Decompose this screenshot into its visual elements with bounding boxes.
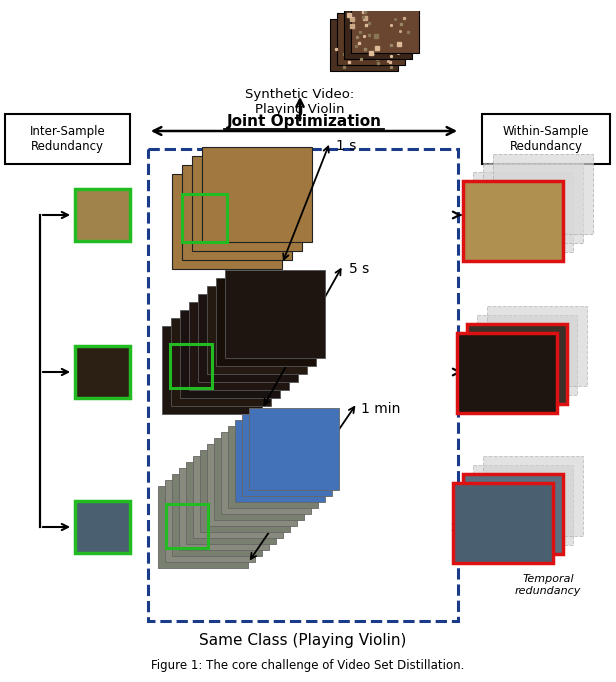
- Bar: [158, 486, 248, 568]
- Bar: [482, 114, 610, 164]
- Bar: [170, 344, 212, 388]
- Text: Inter-Sample
Redundancy: Inter-Sample Redundancy: [30, 125, 105, 153]
- Bar: [182, 165, 292, 260]
- Bar: [463, 181, 563, 261]
- Bar: [463, 181, 563, 261]
- Bar: [228, 426, 318, 508]
- Bar: [225, 270, 325, 358]
- Bar: [207, 286, 307, 374]
- Bar: [214, 438, 304, 520]
- Bar: [337, 13, 405, 65]
- Bar: [189, 302, 289, 390]
- Text: Within-Sample
Redundancy: Within-Sample Redundancy: [503, 125, 590, 153]
- Text: Same Class (Playing Violin): Same Class (Playing Violin): [200, 633, 407, 648]
- Bar: [463, 474, 563, 554]
- Text: 5 s: 5 s: [349, 262, 369, 276]
- Bar: [75, 346, 130, 398]
- Bar: [193, 456, 283, 538]
- Bar: [182, 194, 227, 242]
- Bar: [493, 154, 593, 234]
- Bar: [172, 174, 282, 269]
- Bar: [453, 483, 553, 563]
- Bar: [180, 310, 280, 398]
- Bar: [216, 278, 316, 366]
- Bar: [166, 504, 208, 548]
- Bar: [467, 324, 567, 404]
- Bar: [200, 450, 290, 532]
- Bar: [467, 324, 567, 404]
- Bar: [330, 19, 398, 71]
- Bar: [242, 414, 332, 496]
- Bar: [171, 318, 271, 406]
- Bar: [457, 333, 557, 413]
- Bar: [453, 483, 553, 563]
- Bar: [344, 7, 412, 59]
- Bar: [483, 163, 583, 243]
- Bar: [75, 501, 130, 553]
- Bar: [477, 315, 577, 395]
- Bar: [162, 326, 262, 414]
- Bar: [351, 1, 419, 53]
- Bar: [172, 474, 262, 556]
- Bar: [463, 474, 563, 554]
- Bar: [235, 420, 325, 502]
- Bar: [5, 114, 130, 164]
- Text: 1 min: 1 min: [361, 402, 400, 416]
- Bar: [483, 456, 583, 536]
- Bar: [473, 172, 573, 252]
- Bar: [221, 432, 311, 514]
- Bar: [186, 462, 276, 544]
- Bar: [75, 189, 130, 241]
- Bar: [467, 324, 567, 404]
- Bar: [487, 306, 587, 386]
- Bar: [457, 333, 557, 413]
- Text: Temporal
redundancy: Temporal redundancy: [515, 574, 581, 595]
- Bar: [198, 294, 298, 382]
- Bar: [165, 480, 255, 562]
- Text: Joint Optimization: Joint Optimization: [227, 114, 381, 129]
- Text: Synthetic Video:
Playing Violin: Synthetic Video: Playing Violin: [245, 88, 355, 116]
- Bar: [179, 468, 269, 550]
- Bar: [249, 408, 339, 490]
- Text: Figure 1: The core challenge of Video Set Distillation.: Figure 1: The core challenge of Video Se…: [152, 659, 464, 672]
- Bar: [202, 147, 312, 242]
- Bar: [207, 444, 297, 526]
- Text: 1 s: 1 s: [336, 139, 357, 153]
- Bar: [473, 465, 573, 545]
- Bar: [463, 474, 563, 554]
- Bar: [148, 149, 458, 621]
- Bar: [192, 156, 302, 251]
